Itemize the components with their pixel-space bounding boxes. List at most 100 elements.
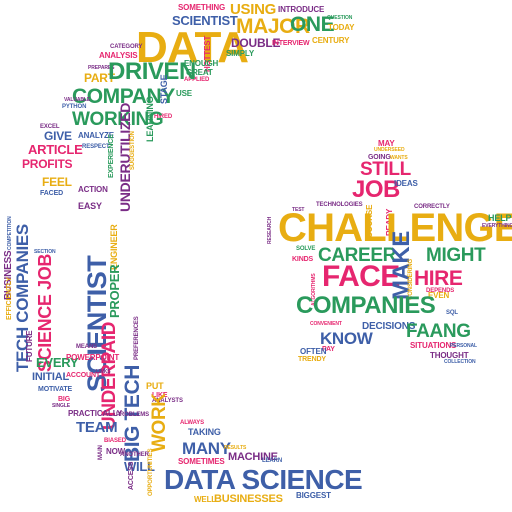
word-research: RESEARCH	[267, 216, 273, 244]
word-action: ACTION	[78, 185, 108, 194]
word-using: USING	[230, 1, 277, 18]
word-applied: APPLIED	[184, 77, 210, 83]
word-working: WORKING	[72, 109, 164, 130]
word-introduce: INTRODUCE	[278, 5, 325, 14]
word-convenient: CONVENIENT	[310, 321, 342, 327]
word-article: ARTICLE	[28, 142, 83, 157]
word-going: GOING	[368, 154, 391, 161]
word-still: STILL	[360, 159, 411, 180]
word-like: LIKE	[152, 392, 168, 399]
word-scientist-small: SCIENTIST	[172, 13, 238, 28]
word-put: PUT	[146, 381, 164, 391]
word-work: WORK	[149, 393, 170, 452]
word-decisions: DECISIONS	[362, 321, 416, 332]
word-know: KNOW	[320, 329, 373, 348]
word-situations: SITUATIONS	[410, 341, 457, 350]
word-easy: EASY	[78, 201, 102, 211]
word-century: CENTURY	[312, 36, 350, 45]
word-everything: EVERYTHING	[482, 223, 512, 229]
word-access: ACCESS	[128, 461, 135, 490]
word-big: BIG	[58, 396, 71, 403]
word-every: EVERY	[36, 355, 79, 370]
word-section: SECTION	[34, 249, 56, 255]
word-thought: THOUGHT	[430, 351, 469, 360]
word-data-top: DATA	[136, 23, 249, 72]
word-help: HELP	[488, 213, 512, 223]
word-results: RESULTS	[224, 445, 247, 451]
word-company: COMPANY	[72, 85, 175, 108]
word-proper: PROPER	[107, 264, 122, 318]
word-learn: LEARN	[262, 458, 283, 464]
word-enough: ENOUGH	[184, 59, 219, 68]
word-even: EVEN	[428, 291, 450, 300]
word-career: CAREER	[318, 245, 396, 266]
word-sometimes: SOMETIMES	[178, 457, 225, 466]
word-analysis: ANALYSIS	[99, 51, 138, 60]
word-question: QUESTION	[327, 15, 353, 21]
word-often: OFTEN	[300, 347, 327, 356]
word-single: SINGLE	[52, 403, 71, 409]
word-sql: SQL	[446, 310, 458, 316]
word-prepares: PREPARES	[88, 65, 115, 71]
word-companies: COMPANIES	[296, 292, 436, 319]
word-always: ALWAYS	[180, 420, 205, 426]
word-hired: HIRED	[154, 114, 173, 120]
word-python: PYTHON	[62, 104, 87, 110]
word-future: FUTURE	[25, 330, 34, 362]
word-pay: PAY	[322, 346, 335, 353]
word-challenge: CHALLENGE	[278, 206, 512, 250]
word-depends: DEPENDS	[426, 288, 455, 294]
word-analyze: ANALYZE	[78, 131, 114, 140]
word-analysts: ANALYSTS	[152, 398, 183, 404]
word-great: GREAT	[186, 68, 213, 77]
word-something: SOMETHING	[178, 3, 226, 12]
word-machine: MACHINE	[228, 451, 278, 463]
word-taking: TAKING	[188, 427, 221, 437]
word-efficiently: EFFICIENTLY	[6, 277, 13, 320]
word-valuable: VALUABLE	[64, 97, 91, 103]
word-feel: FEEL	[42, 175, 72, 189]
word-collection: COLLECTION	[444, 359, 476, 365]
word-another: ANOTHER	[120, 452, 149, 458]
word-wants: WANTS	[390, 155, 408, 161]
word-links: LINKS	[96, 369, 111, 375]
word-main: MAIN	[98, 445, 104, 460]
word-suggestion: SUGGESTION	[130, 131, 136, 170]
word-may: MAY	[378, 139, 395, 148]
word-team: TEAM	[76, 419, 118, 436]
word-respect: RESPECT	[82, 144, 110, 150]
word-biggest: BIGGEST	[296, 491, 331, 500]
word-driven: DRIVEN	[108, 58, 196, 85]
word-will: WILL	[124, 459, 155, 474]
word-hire: HIRE	[414, 267, 463, 290]
word-face: FACE	[322, 260, 400, 293]
word-initial: INITIAL	[32, 371, 69, 383]
word-faang: FAANG	[406, 321, 471, 342]
word-personal: PERSONAL	[450, 343, 477, 349]
word-might: MIGHT	[426, 245, 486, 266]
word-test: TEST	[292, 207, 305, 213]
word-stage: STAGE	[159, 74, 169, 104]
word-correctly: CORRECTLY	[414, 204, 450, 210]
word-use: USE	[176, 89, 192, 98]
word-interview: INTERVIEW	[272, 40, 310, 47]
word-technologies: TECHNOLOGIES	[316, 202, 363, 208]
word-kinds: KINDS	[292, 256, 314, 263]
word-means: MEANS	[76, 344, 98, 350]
word-well: WELL	[194, 495, 217, 504]
word-data-science: DATA SCIENCE	[164, 464, 363, 495]
word-biased: BIASED	[104, 438, 126, 444]
word-trendy: TRENDY	[298, 356, 326, 363]
word-category: CATEGORY	[110, 44, 143, 50]
word-businesses: BUSINESSES	[214, 493, 283, 505]
word-motivate: MOTIVATE	[38, 386, 73, 393]
word-give: GIVE	[44, 129, 72, 143]
word-major: MAJOR	[236, 15, 310, 38]
word-job: JOB	[352, 176, 400, 203]
word-powerpoint: POWERPOINT	[66, 353, 120, 362]
word-ideas: IDEAS	[394, 179, 418, 188]
word-account: ACCOUNT	[66, 372, 101, 379]
word-one: ONE	[290, 13, 335, 36]
word-profits: PROFITS	[22, 157, 73, 171]
word-now: NOW	[106, 447, 126, 456]
